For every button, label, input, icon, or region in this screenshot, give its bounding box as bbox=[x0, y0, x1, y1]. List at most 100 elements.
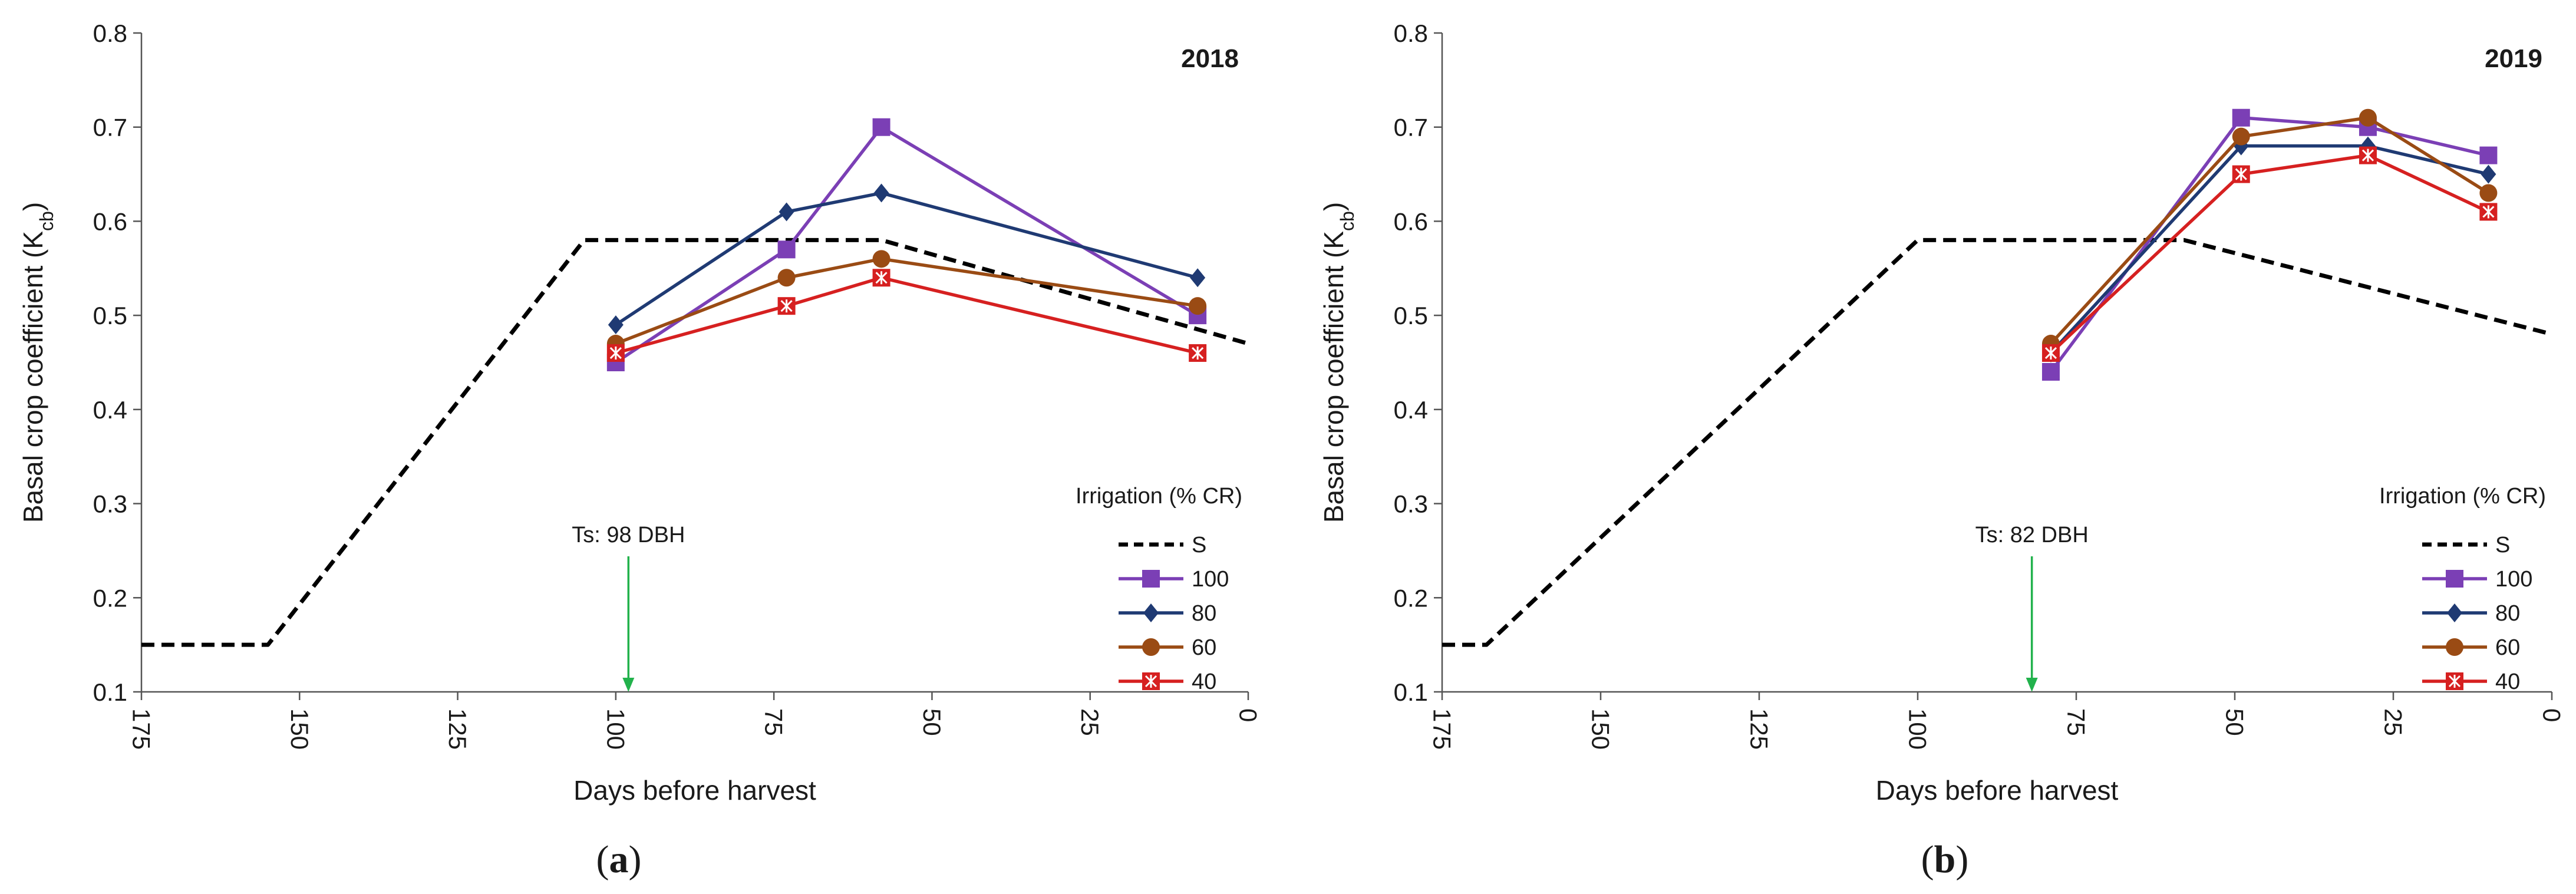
x-tick-label: 0 bbox=[1235, 708, 1262, 722]
y-axis-label-main: Basal crop coefficient (K bbox=[18, 231, 48, 523]
x-tick-label: 150 bbox=[1587, 708, 1615, 750]
legend-label-S: S bbox=[2495, 533, 2510, 557]
chart-panel-b: 0.1 0.2 0.3 0.4 0.5 0.6 0.7 0.8 175 150 125 100 75 50… bbox=[1318, 19, 2566, 881]
y-tick-label: 0.5 bbox=[93, 302, 127, 329]
series-line-S bbox=[1442, 237, 2552, 647]
series-line-S bbox=[141, 237, 1249, 647]
x-tick-label: 25 bbox=[2380, 708, 2407, 736]
series-line-100 bbox=[2049, 116, 2489, 373]
data-point-60 bbox=[2479, 184, 2498, 202]
legend-label-80: 80 bbox=[2495, 601, 2520, 626]
series-40 bbox=[606, 269, 1207, 362]
series-80 bbox=[608, 183, 1206, 335]
data-point-40 bbox=[872, 269, 890, 287]
series-line-80 bbox=[615, 191, 1198, 326]
series-S bbox=[141, 237, 1249, 647]
legend-marker-40 bbox=[1142, 672, 1160, 690]
series-line-60 bbox=[615, 257, 1198, 345]
data-point-40 bbox=[2359, 146, 2377, 164]
series-line-40 bbox=[2050, 153, 2489, 355]
chart-panel-a: 0.1 0.2 0.3 0.4 0.5 0.6 0.7 0.8 175 150 125 100 75 50… bbox=[18, 19, 1262, 881]
data-point-60 bbox=[872, 250, 890, 268]
data-point-100 bbox=[777, 240, 796, 259]
data-point-60 bbox=[777, 269, 796, 287]
ts-arrow-head bbox=[2026, 678, 2038, 692]
data-point-40 bbox=[1189, 344, 1207, 362]
ts-annotation-label: Ts: 82 DBH bbox=[1975, 523, 2089, 547]
y-tick-label: 0.6 bbox=[93, 207, 127, 235]
y-tick-label: 0.8 bbox=[1394, 19, 1428, 47]
y-axis-label-subscript: cb bbox=[1337, 211, 1358, 231]
panel-label-letter: a bbox=[609, 838, 629, 881]
y-axis-label: Basal crop coefficient (Kcb) bbox=[1318, 202, 1358, 523]
year-label: 2019 bbox=[2485, 44, 2542, 73]
data-point-40 bbox=[606, 344, 625, 362]
panel-label-open: ( bbox=[596, 838, 609, 881]
legend-label-100: 100 bbox=[2495, 567, 2532, 592]
legend-label-S: S bbox=[1192, 533, 1206, 557]
y-tick-label: 0.3 bbox=[93, 490, 127, 518]
year-label: 2018 bbox=[1181, 44, 1239, 73]
data-point-80 bbox=[1190, 268, 1206, 288]
data-point-40 bbox=[2041, 344, 2060, 362]
y-tick-label: 0.3 bbox=[1394, 490, 1428, 518]
legend-marker-100 bbox=[1142, 570, 1160, 588]
x-tick-label: 175 bbox=[128, 708, 156, 750]
y-tick-label: 0.7 bbox=[1394, 114, 1428, 141]
legend-marker-60 bbox=[1142, 638, 1160, 656]
series-line-100 bbox=[615, 125, 1199, 364]
x-tick-label: 50 bbox=[918, 708, 946, 736]
y-axis-label-subscript: cb bbox=[36, 211, 57, 231]
data-point-60 bbox=[2359, 108, 2377, 127]
legend-marker-80 bbox=[1143, 603, 1159, 622]
x-tick-label: 25 bbox=[1076, 708, 1104, 736]
series-40 bbox=[2041, 146, 2498, 362]
x-tick-label: 50 bbox=[2221, 708, 2249, 736]
y-tick-label: 0.4 bbox=[93, 396, 127, 424]
y-axis-label-close: ) bbox=[1318, 202, 1349, 211]
x-tick-label: 75 bbox=[760, 708, 788, 736]
y-tick-label: 0.7 bbox=[93, 114, 127, 141]
panel-label: (a) bbox=[596, 838, 642, 881]
data-point-80 bbox=[2481, 164, 2496, 184]
x-tick-label: 150 bbox=[286, 708, 314, 750]
legend-marker-60 bbox=[2446, 638, 2463, 656]
y-tick-label: 0.8 bbox=[93, 19, 127, 47]
x-tick-label: 125 bbox=[1746, 708, 1773, 750]
legend: Irrigation (% CR) S 100 80 60 40 bbox=[2379, 484, 2546, 694]
data-point-40 bbox=[2479, 203, 2498, 221]
x-tick-label: 0 bbox=[2538, 708, 2566, 722]
data-point-80 bbox=[779, 202, 794, 222]
data-point-60 bbox=[2232, 127, 2250, 146]
y-tick-label: 0.2 bbox=[1394, 584, 1428, 612]
y-axis-label-main: Basal crop coefficient (K bbox=[1318, 231, 1349, 523]
panel-label-letter: b bbox=[1934, 838, 1956, 881]
series-60 bbox=[606, 250, 1207, 353]
legend-label-40: 40 bbox=[1192, 669, 1216, 694]
series-60 bbox=[2041, 108, 2498, 353]
data-point-80 bbox=[873, 183, 889, 203]
panel-label: (b) bbox=[1921, 838, 1969, 881]
series-line-40 bbox=[615, 276, 1198, 355]
y-tick-label: 0.6 bbox=[1394, 207, 1428, 235]
legend-marker-40 bbox=[2446, 672, 2463, 690]
ts-arrow-head bbox=[622, 678, 635, 692]
series-100 bbox=[2041, 108, 2498, 381]
x-tick-label: 125 bbox=[444, 708, 471, 750]
data-point-100 bbox=[2041, 362, 2060, 381]
data-point-80 bbox=[608, 315, 624, 335]
legend-label-60: 60 bbox=[1192, 635, 1216, 660]
series-line-60 bbox=[2049, 116, 2489, 345]
legend-title: Irrigation (% CR) bbox=[2379, 484, 2546, 509]
data-point-100 bbox=[2232, 108, 2250, 127]
y-tick-label: 0.4 bbox=[1394, 396, 1428, 424]
data-point-40 bbox=[777, 297, 796, 315]
series-S bbox=[1442, 237, 2552, 647]
legend-title: Irrigation (% CR) bbox=[1076, 484, 1242, 509]
data-point-60 bbox=[1189, 297, 1207, 315]
ts-annotation-label: Ts: 98 DBH bbox=[572, 523, 685, 547]
data-point-40 bbox=[2232, 165, 2250, 183]
y-axis-label-close: ) bbox=[18, 202, 48, 211]
x-tick-label: 100 bbox=[602, 708, 629, 750]
